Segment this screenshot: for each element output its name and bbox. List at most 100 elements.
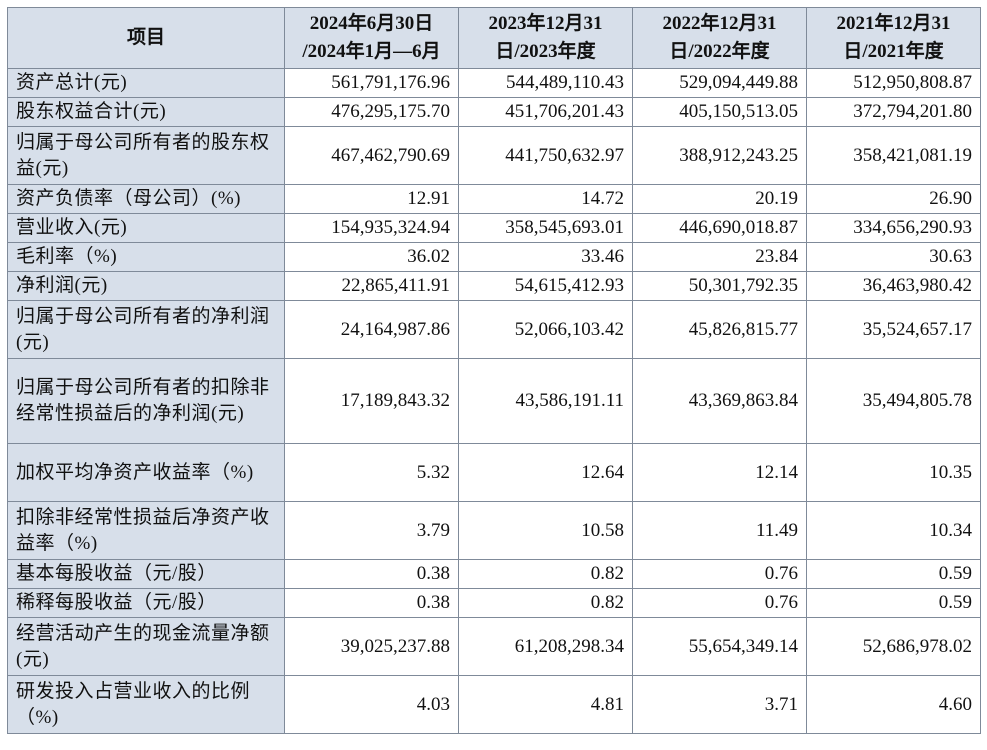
value-cell: 35,524,657.17 [806, 300, 981, 359]
table-row: 归属于母公司所有者的股东权益(元) 467,462,790.69 441,750,6… [7, 126, 981, 185]
header-period-2022: 2022年12月31 日/2022年度 [632, 7, 807, 69]
table-row: 基本每股收益（元/股） 0.38 0.82 0.76 0.59 [7, 559, 981, 589]
table-row: 净利润(元) 22,865,411.91 54,615,412.93 50,301,7… [7, 271, 981, 301]
row-label: 扣除非经常性损益后净资产收益率（%) [7, 501, 285, 560]
row-label: 经营活动产生的现金流量净额(元) [7, 617, 285, 676]
value-cell: 0.59 [806, 559, 981, 589]
value-cell: 23.84 [632, 242, 807, 272]
table-row: 毛利率（%) 36.02 33.46 23.84 30.63 [7, 242, 981, 272]
value-cell: 54,615,412.93 [458, 271, 633, 301]
value-cell: 33.46 [458, 242, 633, 272]
header-line1: 2023年12月31 [488, 13, 603, 34]
value-cell: 0.76 [632, 559, 807, 589]
value-cell: 22,865,411.91 [284, 271, 459, 301]
value-cell: 0.82 [458, 559, 633, 589]
value-cell: 50,301,792.35 [632, 271, 807, 301]
row-label: 加权平均净资产收益率（%) [7, 443, 285, 502]
header-item: 项目 [7, 7, 285, 69]
value-cell: 36.02 [284, 242, 459, 272]
header-line2: 日/2021年度 [843, 41, 944, 62]
header-line2: 日/2023年度 [495, 41, 596, 62]
table-row: 稀释每股收益（元/股） 0.38 0.82 0.76 0.59 [7, 588, 981, 618]
header-line1: 2022年12月31 [662, 13, 777, 34]
table-row: 资产总计(元) 561,791,176.96 544,489,110.43 529,0… [7, 68, 981, 98]
value-cell: 0.59 [806, 588, 981, 618]
value-cell: 43,586,191.11 [458, 358, 633, 444]
value-cell: 17,189,843.32 [284, 358, 459, 444]
value-cell: 61,208,298.34 [458, 617, 633, 676]
table-row: 加权平均净资产收益率（%) 5.32 12.64 12.14 10.35 [7, 443, 981, 502]
value-cell: 372,794,201.80 [806, 97, 981, 127]
value-cell: 55,654,349.14 [632, 617, 807, 676]
value-cell: 441,750,632.97 [458, 126, 633, 185]
value-cell: 30.63 [806, 242, 981, 272]
row-label: 基本每股收益（元/股） [7, 559, 285, 589]
value-cell: 4.03 [284, 675, 459, 734]
value-cell: 476,295,175.70 [284, 97, 459, 127]
row-label: 资产负债率（母公司）(%) [7, 184, 285, 214]
header-period-2023: 2023年12月31 日/2023年度 [458, 7, 633, 69]
header-line1: 2021年12月31 [836, 13, 951, 34]
value-cell: 12.64 [458, 443, 633, 502]
row-label: 营业收入(元) [7, 213, 285, 243]
value-cell: 10.58 [458, 501, 633, 560]
value-cell: 36,463,980.42 [806, 271, 981, 301]
row-label: 归属于母公司所有者的净利润(元) [7, 300, 285, 359]
value-cell: 39,025,237.88 [284, 617, 459, 676]
value-cell: 0.38 [284, 588, 459, 618]
value-cell: 388,912,243.25 [632, 126, 807, 185]
table-body: 资产总计(元) 561,791,176.96 544,489,110.43 529,0… [7, 68, 981, 734]
value-cell: 0.82 [458, 588, 633, 618]
value-cell: 0.76 [632, 588, 807, 618]
row-label: 归属于母公司所有者的扣除非经常性损益后的净利润(元) [7, 358, 285, 444]
table-row: 营业收入(元) 154,935,324.94 358,545,693.01 446,6… [7, 213, 981, 243]
value-cell: 10.35 [806, 443, 981, 502]
value-cell: 358,545,693.01 [458, 213, 633, 243]
row-label: 股东权益合计(元) [7, 97, 285, 127]
value-cell: 4.60 [806, 675, 981, 734]
row-label: 资产总计(元) [7, 68, 285, 98]
header-line1: 2024年6月30日 [309, 13, 434, 34]
table-row: 归属于母公司所有者的扣除非经常性损益后的净利润(元) 17,189,843.32 4… [7, 358, 981, 444]
row-label: 稀释每股收益（元/股） [7, 588, 285, 618]
value-cell: 52,066,103.42 [458, 300, 633, 359]
value-cell: 512,950,808.87 [806, 68, 981, 98]
value-cell: 3.71 [632, 675, 807, 734]
value-cell: 451,706,201.43 [458, 97, 633, 127]
row-label: 研发投入占营业收入的比例（%) [7, 675, 285, 734]
value-cell: 20.19 [632, 184, 807, 214]
row-label: 归属于母公司所有者的股东权益(元) [7, 126, 285, 185]
header-line2: /2024年1月—6月 [302, 41, 441, 62]
row-label: 毛利率（%) [7, 242, 285, 272]
value-cell: 24,164,987.86 [284, 300, 459, 359]
table-row: 研发投入占营业收入的比例（%) 4.03 4.81 3.71 4.60 [7, 675, 981, 734]
value-cell: 334,656,290.93 [806, 213, 981, 243]
value-cell: 3.79 [284, 501, 459, 560]
value-cell: 4.81 [458, 675, 633, 734]
value-cell: 45,826,815.77 [632, 300, 807, 359]
value-cell: 529,094,449.88 [632, 68, 807, 98]
value-cell: 10.34 [806, 501, 981, 560]
financial-indicators-table: 项目 2024年6月30日 /2024年1月—6月 2023年12月31 日/2… [7, 7, 981, 734]
table-row: 归属于母公司所有者的净利润(元) 24,164,987.86 52,066,103.… [7, 300, 981, 359]
value-cell: 154,935,324.94 [284, 213, 459, 243]
value-cell: 14.72 [458, 184, 633, 214]
value-cell: 446,690,018.87 [632, 213, 807, 243]
table-row: 股东权益合计(元) 476,295,175.70 451,706,201.43 405… [7, 97, 981, 127]
value-cell: 12.14 [632, 443, 807, 502]
row-label: 净利润(元) [7, 271, 285, 301]
value-cell: 0.38 [284, 559, 459, 589]
value-cell: 544,489,110.43 [458, 68, 633, 98]
value-cell: 358,421,081.19 [806, 126, 981, 185]
header-line2: 日/2022年度 [669, 41, 770, 62]
value-cell: 11.49 [632, 501, 807, 560]
table-row: 扣除非经常性损益后净资产收益率（%) 3.79 10.58 11.49 10.34 [7, 501, 981, 560]
header-row: 项目 2024年6月30日 /2024年1月—6月 2023年12月31 日/2… [7, 7, 981, 69]
value-cell: 26.90 [806, 184, 981, 214]
value-cell: 405,150,513.05 [632, 97, 807, 127]
value-cell: 467,462,790.69 [284, 126, 459, 185]
value-cell: 5.32 [284, 443, 459, 502]
value-cell: 52,686,978.02 [806, 617, 981, 676]
value-cell: 561,791,176.96 [284, 68, 459, 98]
table-row: 经营活动产生的现金流量净额(元) 39,025,237.88 61,208,298.… [7, 617, 981, 676]
